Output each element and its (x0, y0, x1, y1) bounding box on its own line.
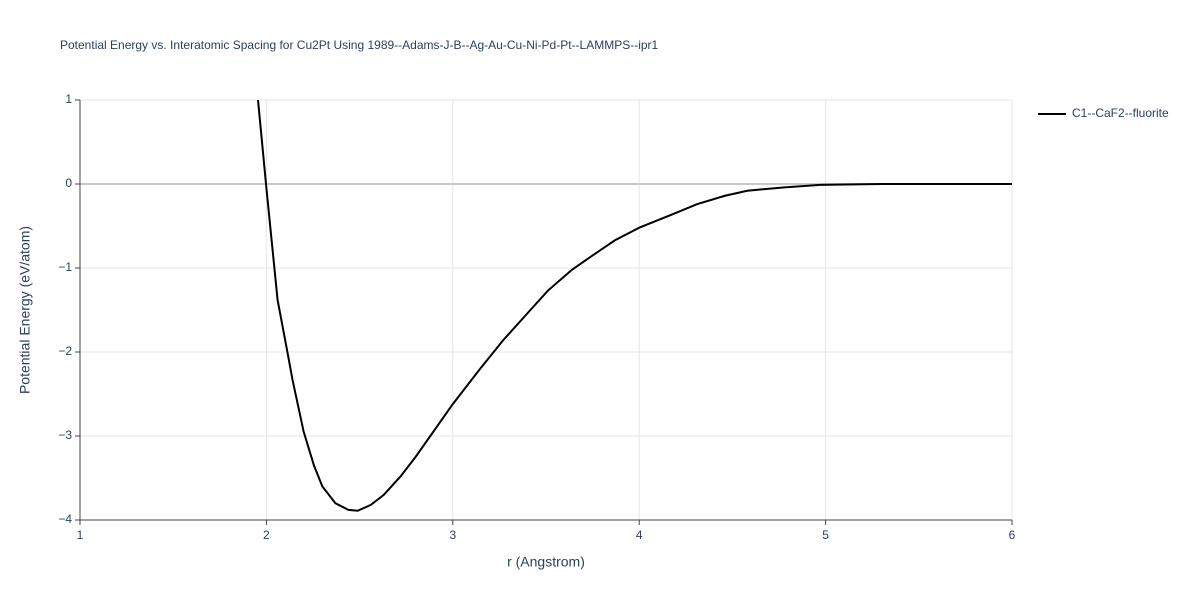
y-tick-label: 1 (65, 92, 72, 106)
y-tick-label: −2 (58, 344, 72, 358)
x-tick-label: 3 (449, 528, 456, 542)
line-series (257, 100, 1012, 512)
chart-title: Potential Energy vs. Interatomic Spacing… (60, 38, 659, 52)
x-tick-label: 4 (636, 528, 643, 542)
x-tick-label: 6 (1009, 528, 1016, 542)
y-axis-label: Potential Energy (eV/atom) (17, 226, 33, 394)
y-tick-label: −3 (58, 428, 72, 442)
legend-label: C1--CaF2--fluorite (1072, 106, 1169, 120)
x-tick-label: 2 (263, 528, 270, 542)
y-tick-label: 0 (65, 176, 72, 190)
x-axis-label: r (Angstrom) (507, 554, 585, 570)
y-tick-label: −4 (58, 512, 72, 526)
x-tick-label: 1 (77, 528, 84, 542)
y-tick-label: −1 (58, 260, 72, 274)
x-tick-label: 5 (822, 528, 829, 542)
